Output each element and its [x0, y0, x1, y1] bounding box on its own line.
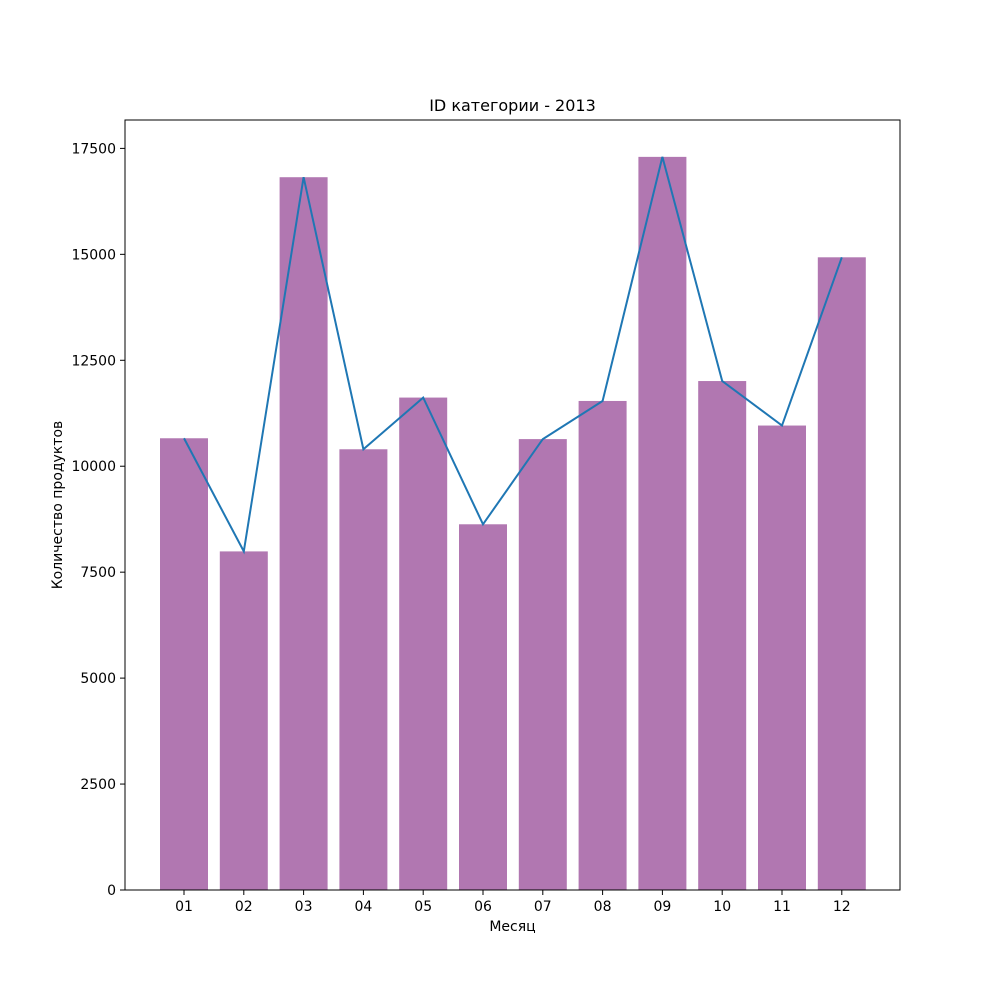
x-tick-label: 07	[534, 899, 552, 915]
x-tick-label: 10	[713, 899, 731, 915]
line-series	[183, 156, 843, 555]
y-tick-label: 5000	[80, 671, 116, 687]
y-axis-ticks: 0 2500 5000 7500 10000 12500 15000 17500	[71, 141, 125, 899]
x-axis-label: Месяц	[489, 919, 535, 935]
x-tick-label: 04	[354, 899, 372, 915]
y-tick-label: 2500	[80, 777, 116, 793]
y-tick-label: 17500	[71, 141, 116, 157]
x-axis-ticks: 01 02 03 04 05 06 07 08 09 10 11 12	[175, 890, 851, 915]
bar-06	[459, 524, 507, 890]
bar-03	[279, 177, 328, 890]
x-tick-label: 12	[833, 899, 851, 915]
bar-05	[399, 397, 448, 890]
bar-09	[638, 156, 687, 890]
bar-07	[518, 439, 567, 890]
bar-01	[160, 438, 208, 890]
x-tick-label: 02	[235, 899, 253, 915]
x-tick-label: 06	[474, 899, 492, 915]
x-tick-label: 11	[773, 899, 791, 915]
line-series-group	[183, 156, 843, 555]
x-tick-label: 09	[653, 899, 671, 915]
bar-10	[698, 381, 747, 890]
x-tick-label: 03	[295, 899, 313, 915]
plot-frame	[124, 119, 901, 891]
bar-04	[339, 449, 388, 890]
bar-11	[758, 425, 806, 890]
bar-08	[578, 400, 627, 890]
y-tick-label: 12500	[71, 353, 116, 369]
y-tick-label: 15000	[71, 247, 116, 263]
bars-group	[160, 156, 866, 891]
y-tick-label: 0	[107, 883, 116, 899]
bar-12	[817, 257, 866, 891]
x-tick-label: 01	[175, 899, 193, 915]
x-tick-label: 05	[414, 899, 432, 915]
y-tick-label: 7500	[80, 565, 116, 581]
bar-02	[219, 551, 268, 890]
x-tick-label: 08	[594, 899, 612, 915]
chart-title: ID категории - 2013	[429, 96, 596, 115]
y-tick-label: 10000	[71, 459, 116, 475]
y-axis-label: Количество продуктов	[50, 421, 66, 590]
